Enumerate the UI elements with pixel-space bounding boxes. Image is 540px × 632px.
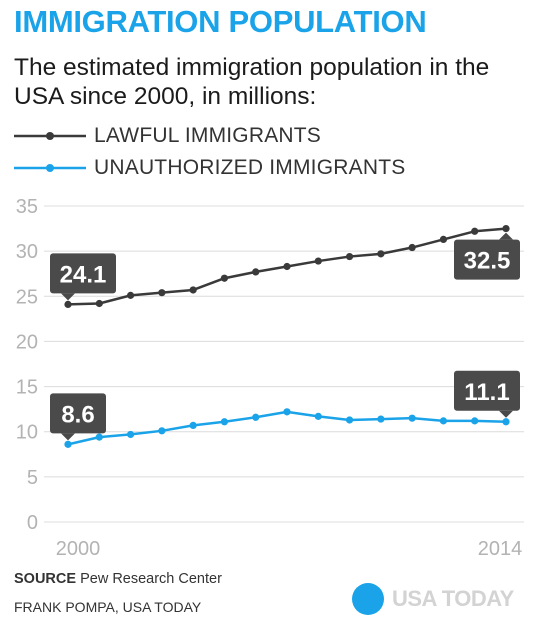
data-point bbox=[64, 300, 72, 309]
data-point bbox=[408, 414, 416, 422]
y-tick-label: 35 bbox=[16, 196, 38, 218]
callout-label: 24.1 bbox=[60, 261, 107, 288]
data-point bbox=[283, 408, 291, 416]
source-line: SOURCE Pew Research Center bbox=[14, 571, 222, 587]
data-point bbox=[345, 252, 354, 261]
y-tick-label: 10 bbox=[16, 422, 38, 444]
chart-subtitle: The estimated immigration population in … bbox=[14, 54, 490, 110]
callout-label: 8.6 bbox=[61, 401, 94, 428]
brand-logo: USA TODAY bbox=[352, 583, 514, 615]
callout-box bbox=[454, 370, 520, 411]
data-point bbox=[252, 413, 260, 421]
source-text: Pew Research Center bbox=[80, 571, 222, 587]
callout-box bbox=[50, 393, 106, 434]
data-point bbox=[408, 243, 416, 252]
data-point bbox=[126, 291, 135, 299]
y-tick-label: 25 bbox=[16, 286, 38, 308]
callout-pointer bbox=[61, 293, 75, 301]
legend-item-lawful: LAWFUL IMMIGRANTS bbox=[14, 124, 321, 148]
callout-label: 11.1 bbox=[464, 379, 509, 406]
data-point bbox=[126, 430, 135, 439]
y-tick-label: 15 bbox=[16, 377, 38, 399]
callout-label: 32.5 bbox=[464, 248, 511, 275]
data-point bbox=[377, 415, 385, 423]
legend-label-unauthorized: UNAUTHORIZED IMMIGRANTS bbox=[94, 156, 406, 179]
callout-pointer bbox=[499, 232, 513, 240]
callout-box bbox=[454, 239, 520, 280]
data-point bbox=[377, 250, 385, 258]
data-point bbox=[314, 257, 322, 265]
data-point bbox=[502, 224, 510, 233]
line-chart: 0 5 10 15 20 25 30 35 2000 2014 24.1 32.5 8.6 11.1 bbox=[16, 196, 524, 560]
legend-swatch-lawful bbox=[14, 132, 86, 140]
callout-box bbox=[50, 253, 116, 294]
legend-item-unauthorized: UNAUTHORIZED IMMIGRANTS bbox=[14, 156, 405, 180]
legend-swatch-unauthorized bbox=[14, 164, 86, 172]
data-point bbox=[502, 418, 510, 426]
x-tick-label-end: 2014 bbox=[478, 538, 523, 560]
source-label: SOURCE bbox=[14, 571, 77, 587]
brand-dot-icon bbox=[352, 583, 384, 615]
data-point bbox=[189, 421, 197, 429]
y-tick-label: 0 bbox=[27, 512, 38, 534]
callout-pointer bbox=[499, 410, 513, 418]
y-tick-label: 5 bbox=[27, 467, 38, 489]
data-point bbox=[189, 286, 197, 294]
data-point bbox=[220, 418, 229, 426]
data-point bbox=[283, 262, 291, 271]
data-point bbox=[95, 433, 103, 441]
chart-title: IMMIGRATION POPULATION bbox=[14, 4, 427, 39]
data-point bbox=[439, 235, 448, 244]
y-tick-label: 30 bbox=[16, 241, 38, 263]
credit-line: FRANK POMPA, USA TODAY bbox=[14, 599, 202, 615]
data-point bbox=[471, 227, 479, 235]
data-point bbox=[95, 299, 103, 308]
x-tick-label-start: 2000 bbox=[56, 538, 101, 560]
data-point bbox=[345, 416, 354, 424]
data-point bbox=[158, 427, 166, 435]
legend-label-lawful: LAWFUL IMMIGRANTS bbox=[94, 124, 322, 147]
y-tick-label: 20 bbox=[16, 331, 38, 353]
brand-name: USA TODAY bbox=[392, 586, 514, 611]
data-point bbox=[439, 417, 448, 425]
data-point bbox=[471, 417, 479, 425]
data-point bbox=[252, 268, 260, 276]
callout-pointer bbox=[61, 433, 75, 441]
data-point bbox=[64, 440, 72, 448]
data-point bbox=[220, 274, 229, 282]
data-point bbox=[158, 289, 166, 297]
series-line-1 bbox=[67, 410, 507, 446]
data-point bbox=[314, 412, 322, 420]
